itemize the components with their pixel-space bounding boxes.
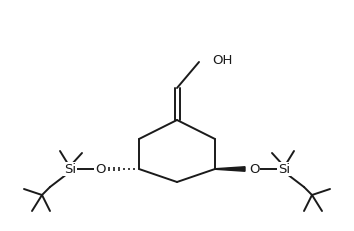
Text: O: O xyxy=(249,163,259,176)
Text: Si: Si xyxy=(278,163,290,176)
Polygon shape xyxy=(215,167,245,171)
Text: O: O xyxy=(95,163,105,176)
Text: Si: Si xyxy=(64,163,76,176)
Text: OH: OH xyxy=(212,53,232,66)
